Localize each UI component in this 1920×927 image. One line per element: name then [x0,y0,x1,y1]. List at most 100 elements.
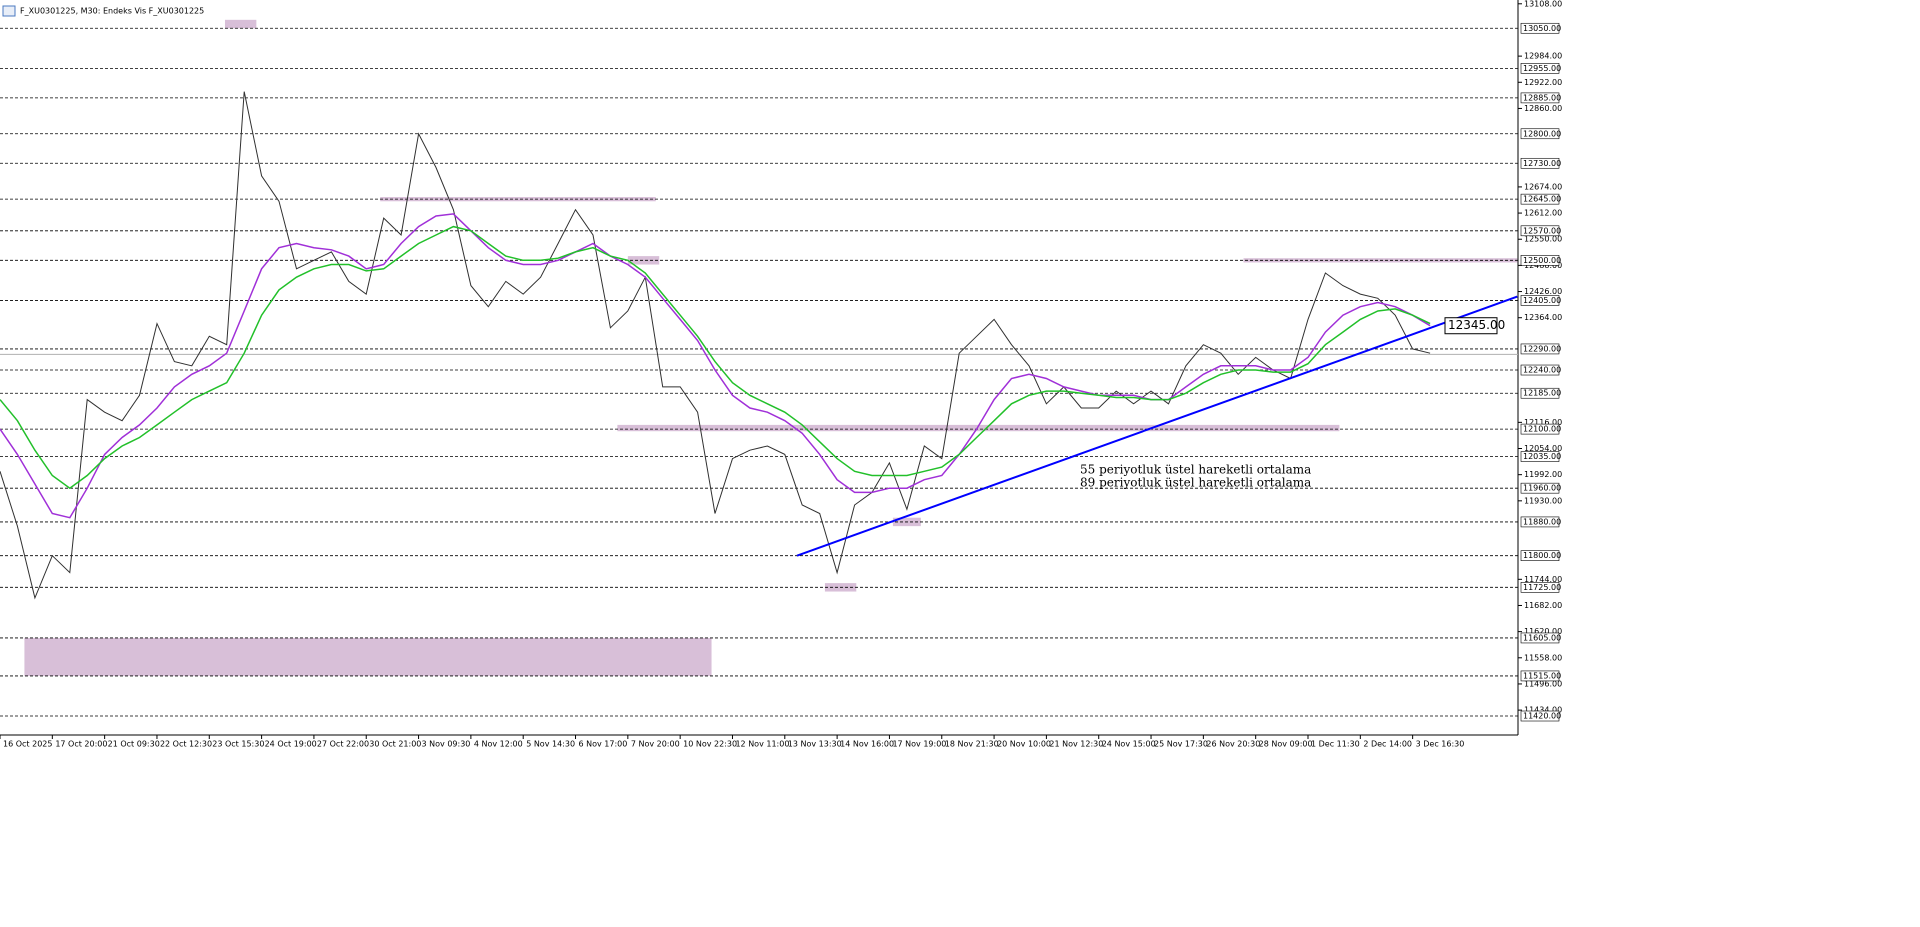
level-label-box [1520,451,1560,462]
level-label-box [1520,255,1560,266]
x-tick-label: 17 Nov 19:00 [892,740,946,749]
y-tick-label: 12860.00 [1524,104,1562,113]
legend-entry: 89 periyotluk üstel hareketli ortalama [1080,476,1311,490]
level-label: 12885.00 [1523,93,1561,102]
level-label: 11725.00 [1523,583,1561,592]
y-tick-label: 11496.00 [1524,679,1562,688]
level-label: 12035.00 [1523,452,1561,461]
level-label-box [1520,157,1560,169]
y-tick-label: 12550.00 [1524,235,1562,244]
x-tick-label: 10 Nov 22:30 [683,740,737,749]
level-label-box [1520,710,1560,722]
level-label: 12500.00 [1523,256,1561,265]
level-label-box [1520,343,1560,355]
y-tick-label: 12674.00 [1524,182,1562,191]
x-tick-label: 21 Oct 09:30 [108,740,160,749]
zone [24,637,712,676]
x-tick-label: 2 Dec 14:00 [1363,740,1412,749]
level-label-box [1520,516,1560,528]
level-label: 12100.00 [1523,425,1561,434]
x-tick-label: 7 Nov 20:00 [631,740,680,749]
zone [627,256,660,265]
y-tick-label: 11682.00 [1524,601,1562,610]
level-label: 12730.00 [1523,159,1561,168]
level-label: 12405.00 [1523,296,1561,305]
y-tick-label: 11558.00 [1524,653,1562,662]
x-tick-label: 24 Oct 19:00 [265,740,317,749]
chart-icon [2,5,16,17]
y-tick-label: 11992.00 [1524,470,1562,479]
level-label: 12570.00 [1523,226,1561,235]
y-tick-label: 12922.00 [1524,78,1562,87]
y-tick-label: 12116.00 [1524,418,1562,427]
x-tick-label: 21 Nov 12:30 [1049,740,1103,749]
level-label: 11800.00 [1523,551,1561,560]
x-tick-label: 26 Nov 20:30 [1206,740,1260,749]
legend-entry: 55 periyotluk üstel hareketli ortalama [1080,463,1311,477]
y-tick-label: 11434.00 [1524,706,1562,715]
x-tick-label: 12 Nov 11:00 [735,740,789,749]
y-tick-label: 12426.00 [1524,287,1562,296]
y-tick-label: 11620.00 [1524,627,1562,636]
level-label-box [1520,670,1560,682]
x-tick-label: 28 Nov 09:00 [1259,740,1313,749]
level-label: 12800.00 [1523,129,1561,138]
level-label-box [1520,632,1560,644]
current-price-box [1444,317,1498,335]
level-label-box [1520,423,1560,435]
ema-line [0,225,1431,490]
level-label-box [1520,128,1560,140]
x-tick-label: 27 Oct 22:00 [317,740,369,749]
x-tick-label: 14 Nov 16:00 [840,740,894,749]
level-label-box [1520,22,1560,34]
y-tick-label: 12984.00 [1524,52,1562,61]
zone [224,19,257,29]
level-label-box [1520,193,1560,205]
level-label-box [1520,582,1560,593]
level-label: 11420.00 [1523,712,1561,721]
level-label: 11605.00 [1523,633,1561,642]
x-tick-label: 16 Oct 2025 [3,740,52,749]
level-label: 12955.00 [1523,64,1561,73]
x-tick-label: 6 Nov 17:00 [579,740,628,749]
current-price-label: 12345.00 [1448,318,1505,332]
x-tick-label: 3 Nov 09:30 [422,740,471,749]
zone [617,424,1340,432]
x-tick-label: 3 Dec 16:30 [1416,740,1465,749]
level-label: 12240.00 [1523,366,1561,375]
level-label-box [1520,387,1560,399]
x-tick-label: 17 Oct 20:00 [55,740,107,749]
x-tick-label: 13 Nov 13:30 [788,740,842,749]
x-tick-label: 23 Oct 15:30 [212,740,264,749]
level-label-box [1520,225,1560,237]
level-label-box [1520,295,1560,306]
x-tick-label: 1 Dec 11:30 [1311,740,1360,749]
x-tick-label: 4 Nov 12:00 [474,740,523,749]
y-tick-label: 12364.00 [1524,313,1562,322]
level-label-box [1520,364,1560,376]
x-tick-label: 18 Nov 21:30 [945,740,999,749]
level-label-box [1520,482,1560,494]
level-label: 13050.00 [1523,24,1561,33]
x-tick-label: 30 Oct 21:00 [369,740,421,749]
y-tick-label: 11744.00 [1524,575,1562,584]
y-tick-label: 11930.00 [1524,496,1562,505]
x-tick-label: 24 Nov 15:00 [1102,740,1156,749]
y-tick-label: 12612.00 [1524,209,1562,218]
level-label-box [1520,550,1560,561]
y-tick-label: 12054.00 [1524,444,1562,453]
level-label-box [1520,63,1560,74]
x-tick-label: 22 Oct 12:30 [160,740,212,749]
y-tick-label: 13108.00 [1524,0,1562,8]
price-line [0,91,1431,600]
chart-title: F_XU0301225, M30: Endeks Vis F_XU0301225 [20,7,204,16]
trendline [796,295,1518,557]
x-tick-label: 5 Nov 14:30 [526,740,575,749]
ema-line [0,213,1431,519]
level-label: 11960.00 [1523,484,1561,493]
x-tick-label: 20 Nov 10:00 [997,740,1051,749]
level-label-box [1520,92,1560,104]
level-label: 12645.00 [1523,195,1561,204]
